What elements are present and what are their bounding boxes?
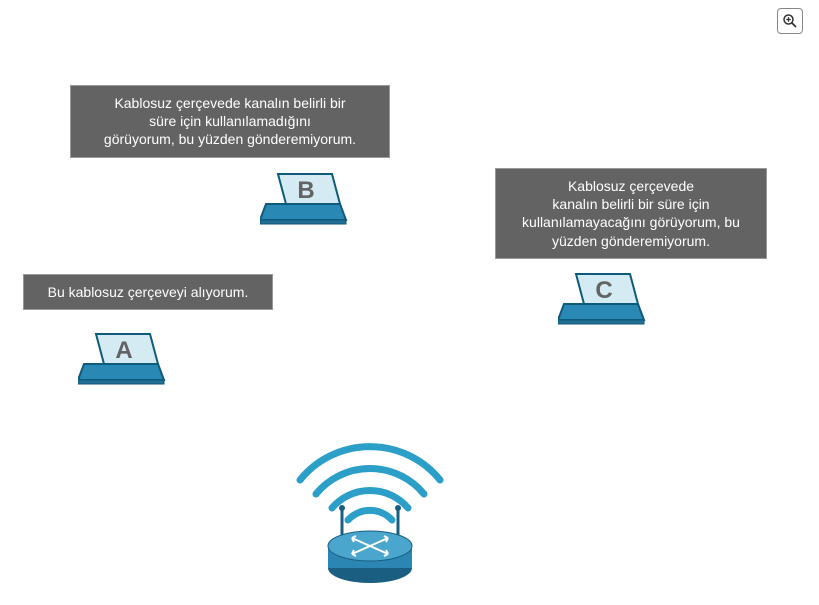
laptop-c-icon: C: [558, 270, 648, 330]
laptop-a: A: [78, 330, 168, 390]
speech-b-line1: Kablosuz çerçevede kanalın belirli bir: [114, 95, 345, 111]
speech-c-line1: Kablosuz çerçevede: [568, 178, 694, 194]
speech-c-line2: kanalın belirli bir süre için: [552, 196, 709, 212]
router-icon: [280, 390, 460, 590]
speech-c-line4: yüzden gönderemiyorum.: [552, 233, 710, 249]
wireless-router: [280, 390, 460, 595]
laptop-b-label: B: [297, 177, 314, 204]
laptop-c-label: C: [595, 277, 612, 304]
speech-bubble-a: Bu kablosuz çerçeveyi alıyorum.: [23, 274, 273, 310]
speech-b-line3: görüyorum, bu yüzden gönderemiyorum.: [104, 131, 356, 147]
laptop-b-icon: B: [260, 170, 350, 230]
magnify-plus-icon: [782, 13, 798, 29]
zoom-button[interactable]: [777, 8, 803, 34]
speech-b-line2: süre için kullanılamadığını: [149, 113, 311, 129]
speech-c-line3: kullanılamayacağını görüyorum, bu: [522, 214, 740, 230]
speech-bubble-c: Kablosuz çerçevede kanalın belirli bir s…: [495, 168, 767, 259]
laptop-a-label: A: [115, 337, 132, 364]
speech-a-text: Bu kablosuz çerçeveyi alıyorum.: [48, 284, 249, 300]
laptop-c: C: [558, 270, 648, 330]
laptop-b: B: [260, 170, 350, 230]
speech-bubble-b: Kablosuz çerçevede kanalın belirli bir s…: [70, 85, 390, 158]
laptop-a-icon: A: [78, 330, 168, 390]
